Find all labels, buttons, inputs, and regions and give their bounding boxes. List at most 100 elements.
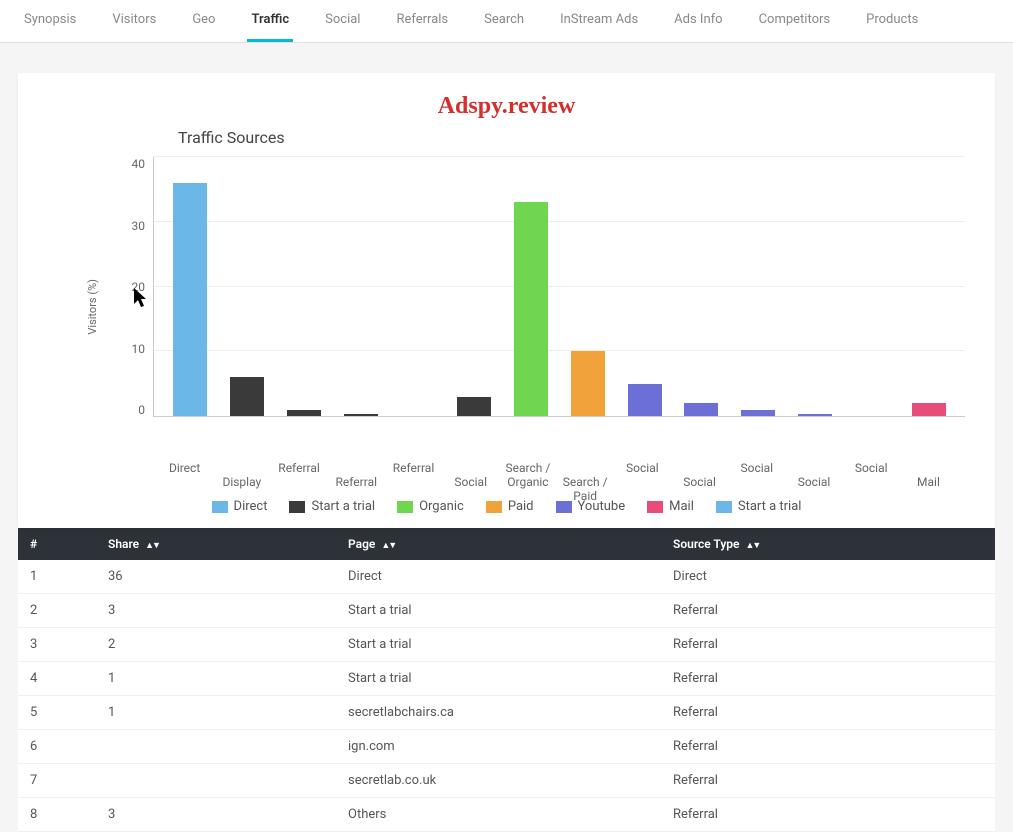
cell-share: 1 xyxy=(108,705,348,720)
x-label: Social xyxy=(614,457,671,489)
brand-title: Adspy.review xyxy=(48,93,965,120)
x-label: Social xyxy=(442,457,499,489)
cell-share xyxy=(108,739,348,754)
legend-swatch xyxy=(486,501,502,513)
bar-1[interactable] xyxy=(230,377,264,416)
x-label: Search / Paid xyxy=(557,457,614,489)
table-row[interactable]: 6ign.comReferral xyxy=(18,730,995,764)
x-label: Direct xyxy=(156,457,213,489)
legend-swatch xyxy=(289,501,305,513)
x-label: Social xyxy=(728,457,785,489)
cell-share xyxy=(108,773,348,788)
bar-6[interactable] xyxy=(514,202,548,416)
legend-item[interactable]: Start a trial xyxy=(716,499,802,514)
column-header-page[interactable]: Page▲▼ xyxy=(348,537,673,551)
y-tick: 30 xyxy=(132,219,146,233)
x-axis-labels: DirectDisplayReferralReferralReferralSoc… xyxy=(148,457,965,489)
cell-page: secretlabchairs.ca xyxy=(348,705,673,720)
cell-num: 7 xyxy=(18,773,108,788)
table-row[interactable]: 23Start a trialReferral xyxy=(18,594,995,628)
cell-page: Direct xyxy=(348,569,673,584)
legend-item[interactable]: Mail xyxy=(647,499,694,514)
tab-products[interactable]: Products xyxy=(862,0,922,42)
cell-page: ign.com xyxy=(348,739,673,754)
legend-label: Youtube xyxy=(578,499,626,514)
cell-num: 8 xyxy=(18,807,108,822)
legend-item[interactable]: Organic xyxy=(397,499,464,514)
cell-num: 5 xyxy=(18,705,108,720)
cell-share: 3 xyxy=(108,603,348,618)
x-label: Search / Organic xyxy=(499,457,556,489)
bars-container xyxy=(154,157,965,416)
x-label: Display xyxy=(213,457,270,489)
legend-swatch xyxy=(556,501,572,513)
table-header: #Share▲▼Page▲▼Source Type▲▼ xyxy=(18,528,995,560)
table-row[interactable]: 136DirectDirect xyxy=(18,560,995,594)
cell-share: 1 xyxy=(108,671,348,686)
cell-source: Referral xyxy=(673,773,995,788)
cell-num: 1 xyxy=(18,569,108,584)
tab-ads-info[interactable]: Ads Info xyxy=(670,0,726,42)
bar-0[interactable] xyxy=(173,183,207,416)
sort-icon: ▲▼ xyxy=(145,540,159,551)
bar-2[interactable] xyxy=(287,410,321,416)
bar-slot xyxy=(219,157,276,416)
legend-swatch xyxy=(647,501,663,513)
tab-visitors[interactable]: Visitors xyxy=(108,0,160,42)
cell-page: Start a trial xyxy=(348,637,673,652)
table-row[interactable]: 41Start a trialReferral xyxy=(18,662,995,696)
bar-9[interactable] xyxy=(684,403,718,416)
bar-8[interactable] xyxy=(628,384,662,416)
tab-referrals[interactable]: Referrals xyxy=(392,0,452,42)
cell-source: Referral xyxy=(673,671,995,686)
tab-social[interactable]: Social xyxy=(321,0,364,42)
cell-source: Direct xyxy=(673,569,995,584)
legend-swatch xyxy=(397,501,413,513)
bar-3[interactable] xyxy=(344,414,378,416)
bar-slot xyxy=(559,157,616,416)
plot-area xyxy=(153,157,965,417)
column-header-source[interactable]: Source Type▲▼ xyxy=(673,537,995,551)
bar-slot xyxy=(730,157,787,416)
cell-source: Referral xyxy=(673,637,995,652)
legend-label: Start a trial xyxy=(311,499,375,514)
x-label: Referral xyxy=(385,457,442,489)
cell-page: secretlab.co.uk xyxy=(348,773,673,788)
sort-icon: ▲▼ xyxy=(381,540,395,551)
y-axis-label: Visitors (%) xyxy=(86,279,99,335)
bar-7[interactable] xyxy=(571,351,605,416)
bar-13[interactable] xyxy=(912,403,946,416)
tab-geo[interactable]: Geo xyxy=(188,0,219,42)
table-row[interactable]: 51secretlabchairs.caReferral xyxy=(18,696,995,730)
chart-area: Visitors (%) 403020100 xyxy=(48,157,965,457)
tab-search[interactable]: Search xyxy=(480,0,528,42)
legend-item[interactable]: Youtube xyxy=(556,499,626,514)
bar-slot xyxy=(673,157,730,416)
bar-11[interactable] xyxy=(798,414,832,416)
tab-traffic[interactable]: Traffic xyxy=(247,0,293,42)
x-label: Social xyxy=(785,457,842,489)
table-row[interactable]: 83OthersReferral xyxy=(18,798,995,832)
chart-title: Traffic Sources xyxy=(178,128,965,147)
legend-item[interactable]: Start a trial xyxy=(289,499,375,514)
cell-num: 4 xyxy=(18,671,108,686)
y-tick: 40 xyxy=(132,157,146,171)
table-row[interactable]: 7 secretlab.co.ukReferral xyxy=(18,764,995,798)
legend-item[interactable]: Paid xyxy=(486,499,534,514)
legend-item[interactable]: Direct xyxy=(212,499,268,514)
bar-5[interactable] xyxy=(457,397,491,416)
x-label: Social xyxy=(671,457,728,489)
column-header-num: # xyxy=(18,537,108,551)
table-row[interactable]: 32Start a trialReferral xyxy=(18,628,995,662)
tab-instream-ads[interactable]: InStream Ads xyxy=(556,0,642,42)
bar-10[interactable] xyxy=(741,410,775,416)
column-header-share[interactable]: Share▲▼ xyxy=(108,537,348,551)
tab-competitors[interactable]: Competitors xyxy=(755,0,835,42)
bar-slot xyxy=(787,157,844,416)
cell-share: 2 xyxy=(108,637,348,652)
bar-slot xyxy=(503,157,560,416)
chart-legend: Direct Start a trial Organic Paid Youtube Mai… xyxy=(48,489,965,528)
legend-label: Organic xyxy=(419,499,464,514)
tab-synopsis[interactable]: Synopsis xyxy=(20,0,80,42)
x-label: Social xyxy=(843,457,900,489)
